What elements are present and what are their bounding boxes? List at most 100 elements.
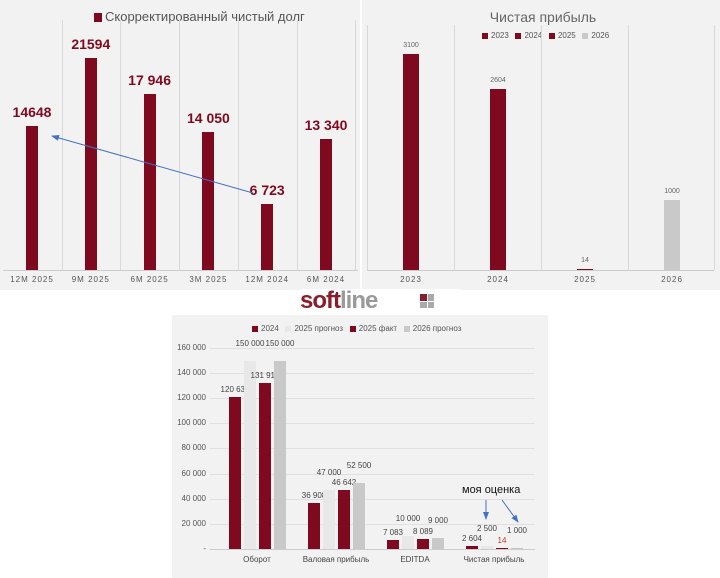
axis-line	[3, 270, 358, 271]
y-tick-label: 80 000	[181, 443, 206, 453]
gridline	[714, 25, 715, 270]
y-tick-label: 140 000	[177, 368, 206, 378]
data-label: 1000	[664, 188, 680, 196]
data-label: 150 000	[265, 338, 295, 348]
legend-label: Скорректированный чистый долг	[105, 9, 305, 24]
x-tick-label: 6M 2024	[306, 275, 346, 284]
data-label: 7 083	[382, 528, 404, 538]
bar	[143, 93, 156, 270]
y-tick-label: 40 000	[181, 493, 206, 503]
data-label: 2 604	[461, 533, 483, 543]
data-label: 52 500	[346, 461, 372, 471]
y-tick-label: 20 000	[181, 518, 206, 528]
bar	[496, 547, 508, 549]
legend-label: 2023	[491, 31, 509, 40]
data-label: 14648	[12, 104, 52, 120]
gridline	[210, 373, 535, 375]
bar	[577, 268, 593, 270]
gridline	[238, 20, 239, 270]
gridline	[210, 448, 535, 450]
legend-swatch	[403, 325, 410, 332]
x-tick-label: 3M 2025	[189, 275, 228, 284]
x-tick-label: 12M 2024	[245, 275, 289, 284]
data-label: 3100	[403, 41, 419, 49]
bar	[338, 490, 350, 549]
bar	[84, 57, 97, 270]
bar	[26, 126, 38, 270]
gridline	[210, 548, 535, 550]
legend-swatch	[548, 32, 555, 39]
gridline	[355, 20, 356, 270]
data-label: 9 000	[427, 515, 449, 525]
gridline	[210, 398, 535, 400]
gridline	[628, 25, 629, 270]
x-tick-label: 2026	[661, 275, 683, 284]
legend-swatch	[482, 32, 488, 39]
gridline	[210, 473, 535, 475]
legend-label: 2026 прогноз	[412, 324, 462, 333]
bar	[229, 397, 241, 549]
data-label: 6 723	[249, 181, 285, 198]
bar	[511, 547, 523, 549]
gridline	[210, 523, 535, 525]
data-label: 46 642	[331, 478, 357, 488]
legend-swatch	[515, 32, 522, 39]
bar	[320, 138, 332, 270]
bar	[308, 502, 320, 549]
bar	[481, 545, 493, 549]
gridline	[454, 25, 455, 270]
data-label: 21594	[71, 35, 111, 52]
data-label: 14	[497, 535, 507, 545]
x-tick-label: 2024	[487, 275, 509, 284]
gridline	[179, 20, 180, 270]
y-tick-label: 120 000	[177, 393, 206, 403]
bar	[417, 538, 429, 549]
bar	[664, 200, 680, 270]
x-tick-label: 2025	[574, 275, 596, 284]
bar	[261, 203, 274, 270]
legend-swatch	[349, 325, 356, 332]
axis-line	[367, 270, 714, 271]
legend-swatch	[252, 325, 258, 332]
gridline	[210, 423, 535, 425]
y-tick-label: 160 000	[177, 343, 206, 352]
bar	[387, 540, 399, 549]
trend-arrow	[51, 135, 254, 194]
data-label: 120 635	[220, 385, 250, 395]
bar	[432, 537, 444, 549]
bar	[490, 88, 506, 270]
data-label: 2 500	[476, 523, 498, 533]
gridline	[297, 20, 298, 270]
annotation-my-estimate: моя оценка	[462, 484, 521, 496]
x-tick-label: Валовая прибыль	[302, 555, 370, 564]
net-profit-legend: 2023 2024 2025 2026	[482, 31, 609, 40]
data-label: 47 000	[316, 467, 342, 477]
data-label: 14 050	[186, 109, 230, 126]
legend-label: 2025 факт	[358, 324, 398, 333]
legend-swatch	[582, 32, 589, 39]
x-tick-label: 2023	[400, 275, 422, 284]
net-debt-chart	[0, 0, 360, 290]
x-tick-label: 12M 2025	[10, 275, 54, 284]
data-label: 10 000	[395, 514, 421, 524]
data-label: 13 340	[304, 116, 348, 133]
data-label: 2604	[490, 76, 506, 84]
data-label: 1 000	[506, 525, 528, 535]
data-label: 17 946	[128, 71, 172, 88]
bar	[466, 545, 478, 549]
data-label: 36 908	[301, 490, 327, 500]
net-profit-title: Чистая прибыль	[489, 9, 597, 25]
bar	[274, 360, 286, 549]
net-debt-legend: Скорректированный чистый долг	[94, 9, 305, 24]
x-tick-label: Чистая прибыль	[463, 555, 525, 564]
bar	[353, 483, 365, 549]
y-tick-label: 100 000	[177, 418, 206, 428]
bar	[403, 53, 419, 270]
logo-text: softline	[300, 287, 378, 314]
gridline	[541, 25, 542, 270]
softline-logo: softline	[300, 287, 460, 315]
y-tick-label: -	[203, 543, 206, 553]
gridline	[120, 20, 121, 270]
legend-label: 2024	[524, 31, 543, 40]
